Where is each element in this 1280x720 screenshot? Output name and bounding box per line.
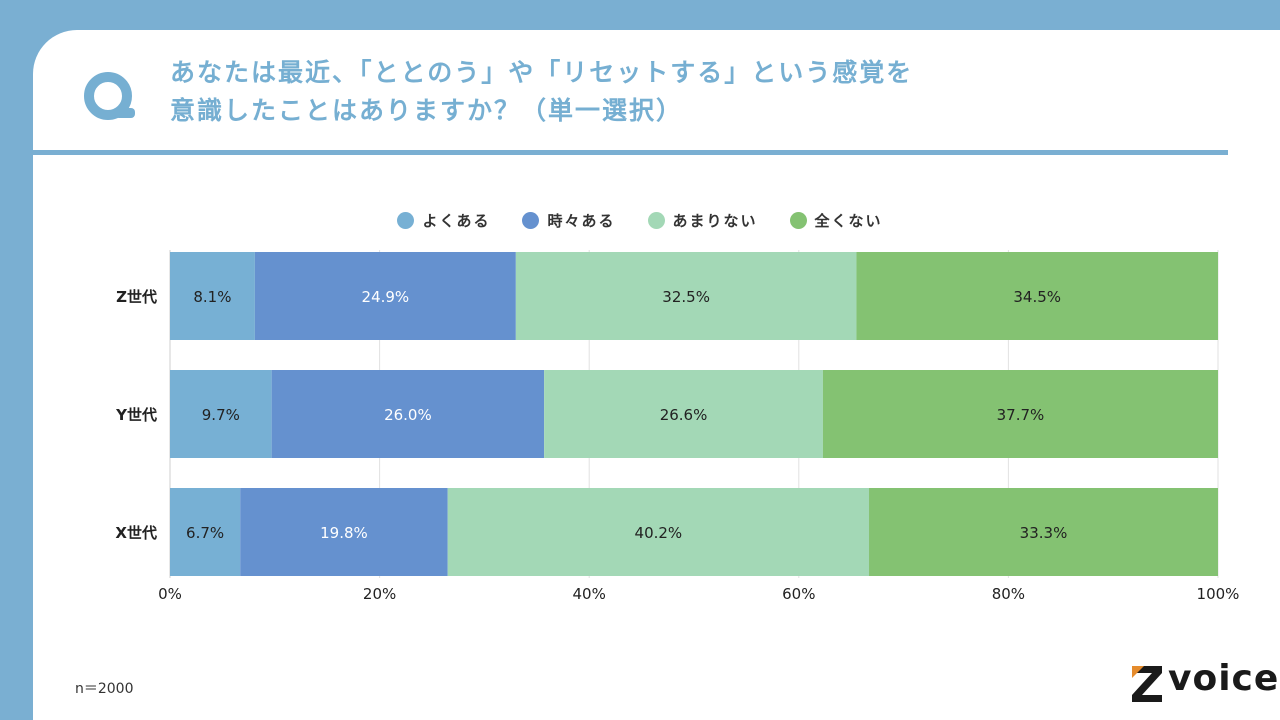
zvoice-logo: voice: [1128, 658, 1278, 710]
bar-2-0: [170, 488, 241, 576]
data-label-2-1: 19.8%: [320, 524, 368, 542]
legend-label-often: よくある: [422, 211, 491, 230]
data-label-1-0: 9.7%: [202, 406, 240, 424]
data-label-1-3: 37.7%: [997, 406, 1045, 424]
zvoice-logo-mark: [1132, 666, 1162, 702]
data-label-0-1: 24.9%: [362, 288, 410, 306]
bar-2-2: [447, 488, 870, 576]
category-label-2: X世代: [115, 524, 157, 542]
header-divider: [33, 150, 1228, 155]
data-label-2-3: 33.3%: [1020, 524, 1068, 542]
legend-item-sometimes: 時々ある: [522, 207, 615, 233]
bar-1-3: [822, 370, 1218, 458]
title-line-2: 意識したことはありますか？（単一選択）: [170, 96, 684, 125]
legend-label-never: 全くない: [814, 211, 883, 230]
zvoice-logo-text: voice: [1168, 658, 1280, 699]
legend-swatch-sometimes: [522, 211, 540, 229]
x-tick-label-20: 20%: [363, 585, 396, 603]
category-label-0: Z世代: [116, 288, 157, 306]
category-label-1: Y世代: [115, 406, 157, 424]
sample-size-note: n＝2000: [75, 681, 134, 697]
legend-item-never: 全くない: [789, 207, 883, 233]
data-label-2-2: 40.2%: [635, 524, 683, 542]
data-label-0-2: 32.5%: [662, 288, 710, 306]
data-label-1-2: 26.6%: [660, 406, 708, 424]
data-label-0-3: 34.5%: [1013, 288, 1061, 306]
legend-swatch-rarely: [647, 211, 665, 229]
legend-swatch-often: [397, 211, 415, 229]
bar-0-2: [515, 252, 857, 340]
question-title: あなたは最近、「ととのう」や「リセットする」という感覚を 意識したことはあります…: [170, 54, 913, 130]
x-tick-label-40: 40%: [573, 585, 606, 603]
title-line-1: あなたは最近、「ととのう」や「リセットする」という感覚を: [170, 58, 914, 87]
bar-0-0: [170, 252, 255, 340]
legend-item-rarely: あまりない: [647, 207, 758, 233]
bar-2-3: [869, 488, 1218, 576]
legend-swatch-never: [789, 211, 807, 229]
bar-1-0: [170, 370, 272, 458]
x-tick-label-80: 80%: [992, 585, 1025, 603]
x-tick-label-100: 100%: [1197, 585, 1240, 603]
bar-2-1: [240, 488, 448, 576]
question-q-icon: [84, 72, 135, 120]
chart-legend: よくある 時々ある あまりない 全くない: [0, 207, 1280, 233]
bar-0-1: [254, 252, 516, 340]
data-label-1-1: 26.0%: [384, 406, 432, 424]
data-label-2-0: 6.7%: [186, 524, 224, 542]
legend-label-rarely: あまりない: [672, 211, 758, 230]
bar-0-3: [856, 252, 1218, 340]
data-label-0-0: 8.1%: [193, 288, 231, 306]
bar-1-1: [271, 370, 545, 458]
bar-1-2: [544, 370, 823, 458]
x-tick-label-60: 60%: [782, 585, 815, 603]
x-tick-label-0: 0%: [158, 585, 182, 603]
legend-label-sometimes: 時々ある: [547, 211, 616, 230]
legend-item-often: よくある: [397, 207, 490, 233]
